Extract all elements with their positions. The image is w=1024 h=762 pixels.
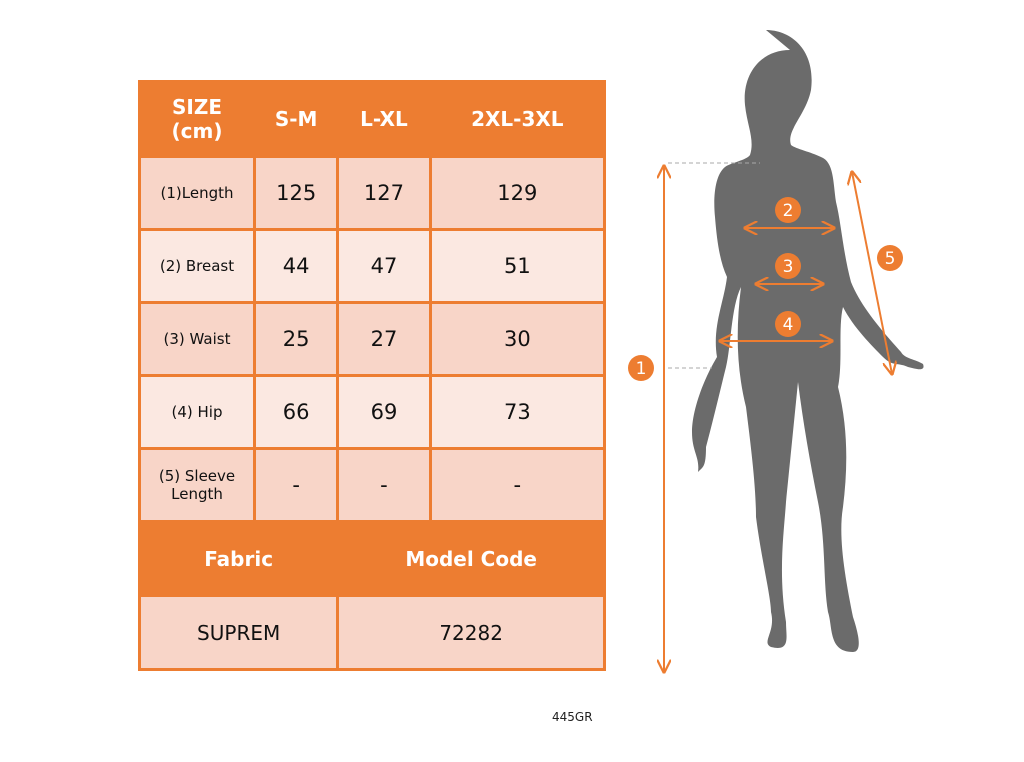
fabric-label: Fabric	[137, 520, 340, 597]
measure-value: 69	[336, 374, 432, 450]
unit-text: (cm)	[171, 119, 223, 143]
measure-value: 66	[252, 374, 340, 450]
marker-circle	[775, 311, 801, 337]
model-code-value: 72282	[336, 594, 606, 671]
measure-label: (2) Breast	[138, 228, 256, 304]
marker-circle	[628, 355, 654, 381]
marker-circle	[775, 253, 801, 279]
measure-value: -	[336, 447, 432, 523]
marker-number: 2	[783, 201, 794, 221]
measure-value: 129	[428, 155, 607, 231]
table-row: (5) Sleeve Length - - -	[138, 447, 607, 523]
measure-value: 44	[252, 228, 340, 304]
size-table: SIZE (cm) S-M L-XL 2XL-3XL (1)Length 125 12…	[137, 80, 607, 671]
marker-number: 1	[636, 359, 647, 379]
marker-number: 4	[783, 315, 794, 335]
size-col: L-XL	[336, 80, 432, 158]
measure-label: (5) Sleeve Length	[138, 447, 256, 523]
size-header: SIZE (cm)	[138, 80, 256, 158]
table-row: (3) Waist 25 27 30	[138, 301, 607, 377]
size-text: SIZE	[171, 95, 222, 119]
table-row: (2) Breast 44 47 51	[138, 228, 607, 304]
table-row: (4) Hip 66 69 73	[138, 374, 607, 450]
measure-value: 51	[428, 228, 607, 304]
measure-value: 27	[336, 301, 432, 377]
marker-number: 5	[885, 249, 896, 269]
marker-circle	[775, 197, 801, 223]
measure-label: (4) Hip	[138, 374, 256, 450]
measure-value: 125	[252, 155, 340, 231]
size-col: 2XL-3XL	[428, 80, 607, 158]
fabric-value: SUPREM	[137, 594, 340, 671]
header-row: SIZE (cm) S-M L-XL 2XL-3XL	[138, 80, 607, 158]
product-code: 445GR	[552, 710, 593, 724]
measure-value: -	[252, 447, 340, 523]
measure-label: (3) Waist	[138, 301, 256, 377]
measure-value: 25	[252, 301, 340, 377]
measure-guides	[664, 166, 892, 672]
marker-number: 3	[783, 257, 794, 277]
table-row: (1)Length 125 127 129	[138, 155, 607, 231]
marker-circle	[877, 245, 903, 271]
fabric-header-row: Fabric Model Code	[137, 520, 606, 597]
measure-value: 47	[336, 228, 432, 304]
size-col: S-M	[252, 80, 340, 158]
measure-value: 30	[428, 301, 607, 377]
measure-value: 73	[428, 374, 607, 450]
measure-value: 127	[336, 155, 432, 231]
fabric-value-row: SUPREM 72282	[137, 594, 606, 671]
model-code-label: Model Code	[336, 520, 606, 597]
measure-label: (1)Length	[138, 155, 256, 231]
measure-value: -	[428, 447, 607, 523]
